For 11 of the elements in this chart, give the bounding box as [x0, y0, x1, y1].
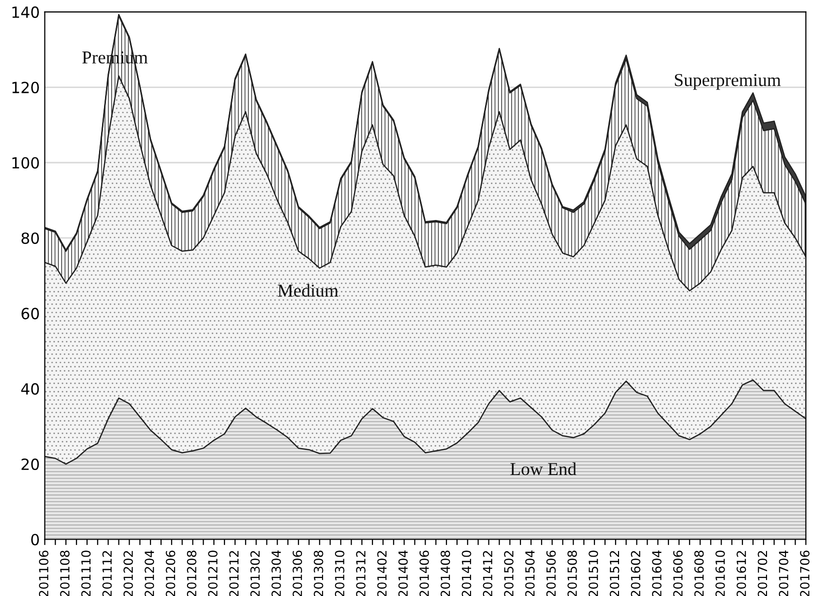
- series-label: Low End: [510, 462, 576, 476]
- y-tick-label: 140: [12, 6, 39, 18]
- y-tick-label: 60: [22, 308, 39, 320]
- y-tick-label: 0: [31, 534, 39, 546]
- y-tick-label: 20: [22, 458, 39, 470]
- series-label: Superpremium: [674, 74, 781, 90]
- y-tick-label: 120: [12, 82, 39, 94]
- series-label: Medium: [278, 284, 338, 297]
- y-tick-label: 80: [22, 232, 39, 244]
- y-tick-label: 100: [12, 157, 39, 169]
- y-tick-label: 40: [21, 383, 39, 395]
